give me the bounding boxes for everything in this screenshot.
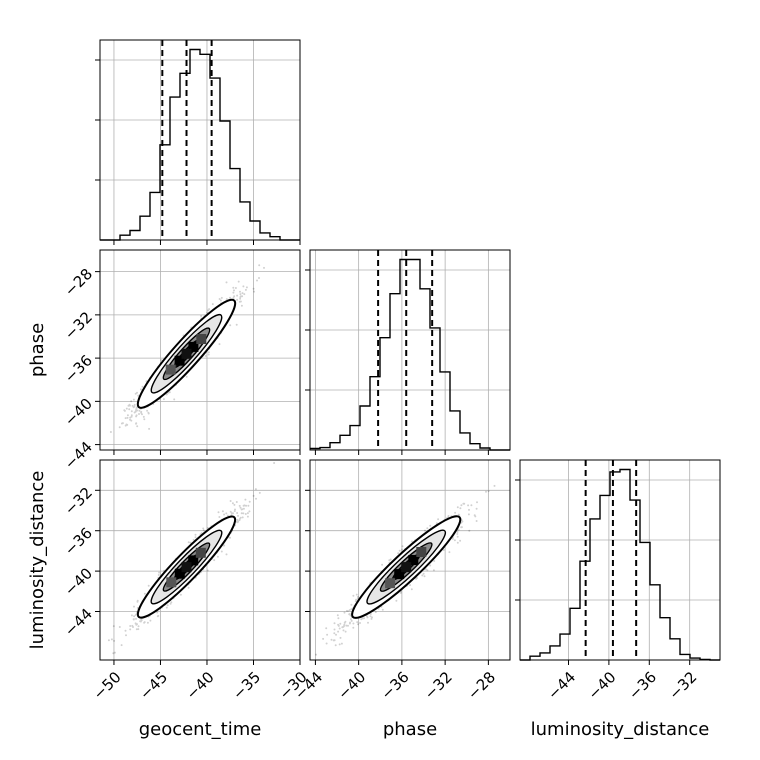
panel-frame: [99, 39, 301, 241]
joint-phase-luminosity_distance: [305, 459, 511, 665]
panel-frame: [99, 249, 301, 451]
y-tick-label-luminosity_distance: −36: [61, 524, 96, 559]
x-tick-label-geocent_time: −50: [90, 668, 125, 703]
y-tick-label-phase: −40: [61, 395, 96, 430]
histogram-step: [100, 48, 300, 241]
y-tick-label-phase: −28: [61, 265, 96, 300]
y-tick-label-luminosity_distance: −44: [61, 605, 96, 640]
x-axis-label-geocent_time: geocent_time: [139, 719, 262, 740]
panel-frame: [309, 459, 511, 661]
y-tick-label-phase: −36: [61, 351, 96, 386]
x-tick-label-phase: −32: [421, 668, 456, 703]
panel-content: [100, 460, 300, 660]
density-pixel: [174, 568, 185, 579]
density-pixel: [166, 577, 177, 588]
x-tick-label-phase: −36: [378, 668, 413, 703]
x-tick-label-geocent_time: −35: [229, 668, 264, 703]
x-axis-label-luminosity_distance: luminosity_distance: [531, 719, 710, 740]
marginal-luminosity_distance: [515, 459, 721, 665]
panel-background: [520, 460, 720, 660]
density-pixel: [394, 569, 405, 580]
y-tick-label-luminosity_distance: −40: [61, 564, 96, 599]
density-pixel: [165, 364, 176, 375]
joint-geocent_time-luminosity_distance: [95, 459, 301, 665]
panel-background: [310, 250, 510, 450]
histogram-step: [310, 258, 510, 451]
panel-content: [100, 250, 300, 450]
panel-frame: [309, 249, 511, 451]
density-pixel: [188, 555, 199, 566]
panel-frame: [519, 459, 721, 661]
density-pixel: [188, 341, 199, 352]
panel-background: [100, 40, 300, 240]
y-tick-label-phase: −32: [61, 308, 96, 343]
marginal-geocent_time: [95, 39, 301, 245]
marginal-phase: [305, 249, 511, 455]
x-tick-label-luminosity_distance: −40: [585, 668, 620, 703]
density-pixel: [181, 348, 192, 359]
y-axis-label-luminosity_distance: luminosity_distance: [27, 471, 48, 650]
density-pixel: [385, 578, 396, 589]
density-pixel: [195, 547, 206, 558]
joint-geocent_time-phase: [95, 249, 301, 455]
density-pixel: [408, 555, 419, 565]
y-tick-label-luminosity_distance: −32: [61, 484, 96, 519]
x-tick-label-geocent_time: −45: [136, 668, 171, 703]
density-pixel: [196, 334, 207, 344]
histogram-step: [520, 468, 720, 661]
x-tick-label-luminosity_distance: −44: [544, 668, 579, 703]
x-tick-label-phase: −40: [334, 668, 369, 703]
y-tick-label-phase: −44: [61, 438, 96, 473]
panel-frame: [99, 459, 301, 661]
density-pixel: [401, 562, 412, 573]
density-pixel: [181, 562, 192, 573]
x-tick-label-phase: −28: [464, 668, 499, 703]
panel-content: [310, 460, 510, 660]
density-pixel: [174, 355, 185, 366]
x-tick-label-geocent_time: −40: [183, 668, 218, 703]
x-tick-label-luminosity_distance: −32: [665, 668, 700, 703]
x-tick-label-luminosity_distance: −36: [625, 668, 660, 703]
x-axis-label-phase: phase: [383, 719, 437, 740]
y-axis-label-phase: phase: [27, 323, 48, 377]
density-pixel: [416, 547, 427, 557]
